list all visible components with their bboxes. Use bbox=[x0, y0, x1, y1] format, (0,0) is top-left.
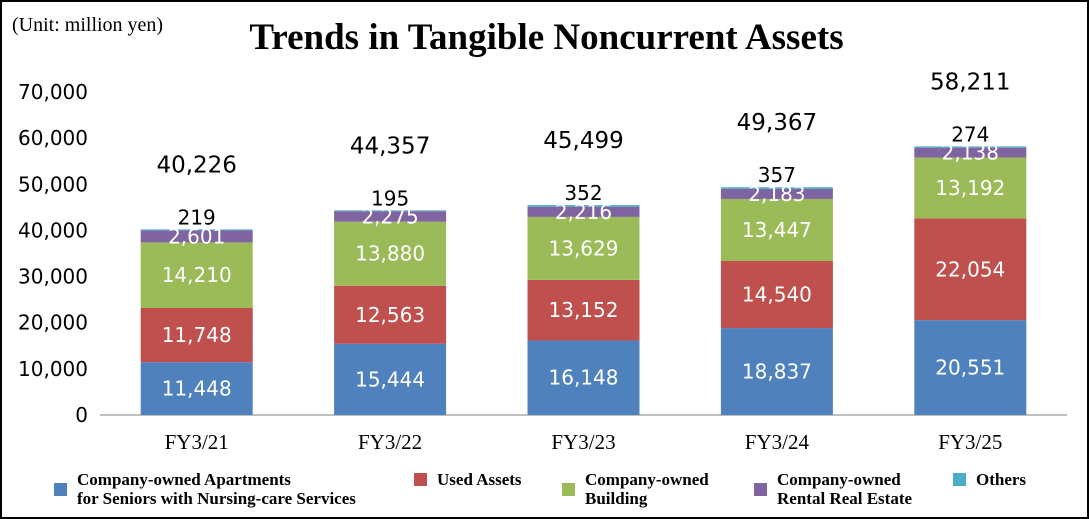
x-tick-label: FY3/24 bbox=[745, 430, 810, 454]
bar-segment bbox=[140, 229, 253, 231]
segment-data-label: 2,183 bbox=[748, 182, 805, 206]
chart-title: Trends in Tangible Noncurrent Assets bbox=[249, 17, 844, 58]
total-label: 49,367 bbox=[737, 110, 817, 136]
bar-segment bbox=[140, 307, 253, 363]
y-tick-label: 50,000 bbox=[18, 172, 88, 196]
bar-segment bbox=[334, 285, 447, 344]
bar-segment bbox=[527, 216, 640, 280]
segment-data-label: 11,448 bbox=[162, 377, 232, 401]
bar-segment bbox=[334, 211, 447, 222]
x-tick-label: FY3/21 bbox=[165, 430, 229, 454]
bar-segment bbox=[334, 210, 447, 212]
segment-data-label: 2,275 bbox=[361, 204, 418, 228]
legend-line-1: Others bbox=[976, 470, 1027, 489]
legend-item-used-assets: Used Assets bbox=[414, 470, 522, 489]
legend-swatch bbox=[562, 482, 575, 496]
legend-swatch bbox=[953, 473, 966, 486]
segment-data-label: 14,210 bbox=[162, 263, 232, 287]
legend-item-rental: Company-owned Rental Real Estate bbox=[754, 470, 912, 508]
bar-segment bbox=[527, 279, 640, 341]
legend-swatch bbox=[54, 482, 67, 496]
legend-line-2: for Seniors with Nursing-care Services bbox=[77, 489, 356, 508]
y-tick-label: 20,000 bbox=[18, 311, 88, 335]
segment-data-label: 357 bbox=[758, 163, 796, 187]
segment-data-label: 274 bbox=[951, 122, 989, 146]
total-label: 45,499 bbox=[543, 128, 623, 154]
legend-swatch bbox=[754, 482, 767, 496]
bar-segment bbox=[720, 328, 833, 415]
x-tick-label: FY3/25 bbox=[938, 430, 1002, 454]
bar-segment bbox=[914, 157, 1027, 219]
segment-data-label: 20,551 bbox=[935, 356, 1005, 380]
legend-line-1: Company-owned Apartments bbox=[77, 470, 291, 489]
legend-line-1: Used Assets bbox=[437, 470, 522, 489]
bar-segment bbox=[527, 206, 640, 217]
segment-data-label: 13,152 bbox=[549, 298, 619, 322]
segment-data-label: 22,054 bbox=[935, 257, 1005, 281]
y-tick-label: 30,000 bbox=[18, 265, 88, 289]
segment-data-label: 13,447 bbox=[742, 218, 812, 242]
segment-data-label: 2,601 bbox=[168, 224, 225, 248]
legend-swatch bbox=[414, 473, 427, 486]
legend-text: Company-owned Building bbox=[585, 470, 709, 508]
y-tick-label: 60,000 bbox=[18, 126, 88, 150]
segment-data-label: 195 bbox=[371, 186, 409, 210]
bar-segment bbox=[720, 260, 833, 329]
legend-line-1: Company-owned bbox=[777, 470, 901, 489]
segment-data-label: 18,837 bbox=[742, 360, 812, 384]
bar-segment bbox=[914, 218, 1027, 321]
y-tick-label: 10,000 bbox=[18, 357, 88, 381]
bar-segment bbox=[720, 188, 833, 199]
bar-segment bbox=[914, 320, 1027, 415]
legend-item-others: Others bbox=[953, 470, 1026, 489]
legend-text: Company-owned Apartments for Seniors wit… bbox=[77, 470, 356, 508]
segment-data-label: 13,192 bbox=[935, 176, 1005, 200]
legend-item-building: Company-owned Building bbox=[562, 470, 709, 508]
bar-segment bbox=[720, 187, 833, 189]
y-tick-label: 70,000 bbox=[18, 80, 88, 104]
segment-data-label: 2,138 bbox=[942, 141, 999, 165]
bar-segment bbox=[720, 198, 833, 261]
bar-segment bbox=[527, 340, 640, 415]
legend-line-2: Building bbox=[585, 489, 648, 508]
segment-data-label: 14,540 bbox=[742, 283, 812, 307]
y-tick-label: 40,000 bbox=[18, 218, 88, 242]
bar-segment bbox=[527, 205, 640, 207]
x-tick-label: FY3/22 bbox=[358, 430, 422, 454]
total-label: 44,357 bbox=[350, 133, 430, 159]
segment-data-label: 219 bbox=[178, 205, 216, 229]
legend-line-2: Rental Real Estate bbox=[777, 489, 913, 508]
legend-text: Company-owned Rental Real Estate bbox=[777, 470, 912, 508]
segment-data-label: 13,629 bbox=[549, 236, 619, 260]
segment-data-label: 13,880 bbox=[355, 242, 425, 266]
bar-segment bbox=[140, 242, 253, 308]
segment-data-label: 2,216 bbox=[555, 200, 612, 224]
segment-data-label: 352 bbox=[564, 181, 602, 205]
segment-data-label: 12,563 bbox=[355, 303, 425, 327]
legend-line-1: Company-owned bbox=[585, 470, 709, 489]
bar-segment bbox=[334, 343, 447, 415]
bar-segment bbox=[914, 146, 1027, 148]
unit-label: (Unit: million yen) bbox=[12, 14, 164, 36]
segment-data-label: 15,444 bbox=[355, 367, 425, 391]
bar-segment bbox=[334, 221, 447, 286]
bar-segment bbox=[140, 362, 253, 415]
legend-item-apartments: Company-owned Apartments for Seniors wit… bbox=[54, 470, 356, 508]
segment-data-label: 16,148 bbox=[549, 366, 619, 390]
total-label: 58,211 bbox=[930, 69, 1010, 95]
bar-segment bbox=[140, 230, 253, 243]
y-tick-label: 0 bbox=[75, 403, 88, 427]
segment-data-label: 11,748 bbox=[162, 323, 232, 347]
bar-segment bbox=[914, 147, 1027, 158]
total-label: 40,226 bbox=[156, 152, 236, 178]
x-tick-label: FY3/23 bbox=[551, 430, 615, 454]
